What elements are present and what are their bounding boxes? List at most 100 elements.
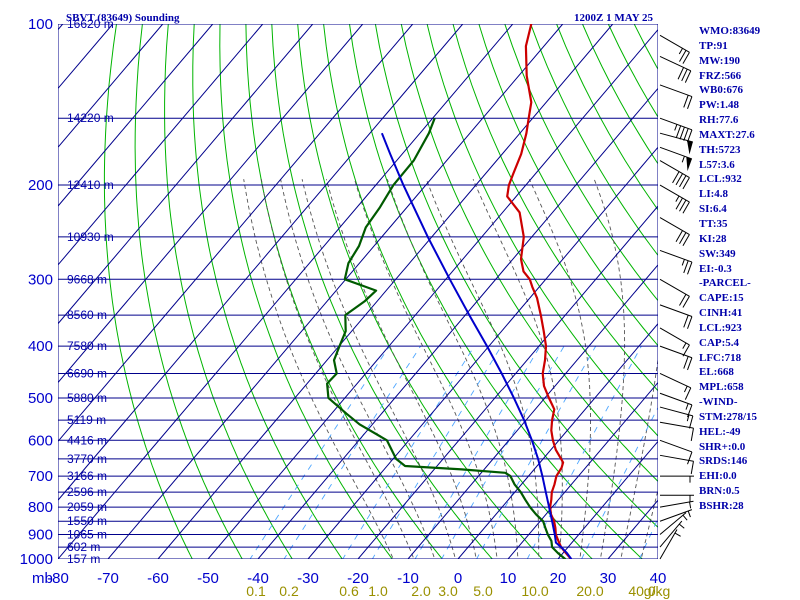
wind-barb	[659, 278, 690, 308]
temperature-tick-label: 10	[500, 570, 517, 587]
sounding-index-item: LFC:718	[699, 351, 742, 364]
wind-barb-staff	[659, 529, 678, 560]
mixing-ratio-label: g/kg	[644, 583, 670, 599]
mixing-ratio-label: 5.0	[473, 583, 493, 599]
wind-barbs	[659, 34, 694, 560]
height-label: 16620 m	[67, 17, 114, 31]
wind-barb-pennant	[687, 140, 693, 155]
wind-barb	[659, 520, 685, 548]
dewpoint-profile-line	[326, 117, 567, 559]
sounding-index-item: TP:91	[699, 39, 728, 52]
wind-barb-feather	[687, 451, 693, 465]
moist-adiabat-line	[260, 179, 415, 559]
wind-barb	[659, 146, 693, 172]
mixing-ratio-label: 40.0	[628, 583, 655, 599]
height-label: 3166 m	[67, 469, 107, 483]
wind-barb-staff	[659, 132, 693, 143]
wind-barb-staff	[659, 454, 694, 462]
sounding-index-item: WB0:676	[699, 84, 743, 97]
wind-barb-feather	[679, 50, 687, 62]
wind-barb	[660, 475, 694, 483]
wind-barb-feather	[677, 67, 685, 80]
dry-adiabat-line	[504, 24, 658, 302]
height-label: 3770 m	[67, 452, 107, 466]
dry-adiabat-line	[271, 24, 493, 559]
mixing-ratio-label: 2.0	[411, 583, 431, 599]
temperature-tick-label: -50	[197, 570, 219, 587]
wind-barb-staff	[659, 34, 690, 53]
temperature-tick-label: -40	[247, 570, 269, 587]
dry-adiabat-line	[452, 24, 658, 392]
isotherm-line	[58, 24, 164, 149]
isotherm-line	[407, 264, 658, 559]
height-label: 1550 m	[67, 514, 107, 528]
mixing-ratio-label: 0.2	[279, 583, 299, 599]
sounding-indices-panel: WMO:83649 TP:91 MW:190 FRZ:566 WB0:676 PW:1.4…	[699, 24, 799, 514]
wind-barb-feather	[675, 173, 683, 186]
wind-barb	[659, 500, 694, 509]
wind-barb	[659, 84, 693, 109]
height-label: 7580 m	[67, 339, 107, 353]
moist-adiabat-line	[354, 179, 498, 559]
isotherm-line	[557, 440, 658, 559]
wind-barb-feather	[675, 230, 683, 243]
moist-adiabat-line	[425, 179, 540, 559]
sounding-index-item: BRN:0.5	[699, 485, 740, 498]
sounding-index-item: -PARCEL-	[699, 277, 751, 290]
wind-barb-half-feather	[682, 514, 688, 521]
mixing-ratio-line	[476, 345, 597, 559]
mixing-ratio-line	[526, 345, 642, 559]
wind-barb-staff	[659, 439, 693, 453]
sounding-profiles	[326, 24, 573, 559]
mixing-ratio-label: 0.1	[246, 583, 266, 599]
pressure-tick-label: 800	[28, 499, 53, 516]
wind-barb-feather	[687, 129, 693, 143]
wind-barb-feather	[675, 197, 683, 210]
wind-barb	[659, 117, 693, 143]
temperature-tick-label: -80	[47, 570, 69, 587]
dry-adiabat-line	[426, 24, 658, 437]
sounding-index-item: MPL:658	[699, 381, 744, 394]
height-label: 10930 m	[67, 230, 114, 244]
wind-barb-feather	[682, 177, 690, 190]
sounding-index-item: LCL:923	[699, 321, 742, 334]
sounding-index-item: TT:35	[699, 217, 728, 230]
mixing-ratio-lines	[249, 345, 658, 559]
wind-barb-staff	[659, 327, 690, 346]
wind-barb-feather	[687, 316, 693, 329]
wind-barb-staff	[659, 520, 683, 548]
dry-adiabat-line	[192, 24, 343, 559]
sounding-index-item: EHI:0.0	[699, 470, 737, 483]
wind-barb-feather	[687, 96, 693, 109]
chart-date: 1200Z 1 MAY 25	[574, 12, 653, 24]
mixing-ratio-line	[283, 345, 421, 559]
sounding-index-item: SHR+:0.0	[699, 440, 746, 453]
wind-barb-staff	[659, 406, 693, 417]
wind-barb-feather	[675, 125, 682, 139]
wind-barb-half-feather	[683, 385, 688, 393]
wind-barb-feather	[690, 428, 694, 441]
wind-barb-staff	[659, 217, 690, 235]
wind-barb-feather	[679, 199, 687, 212]
wind-barb-staff	[659, 500, 694, 508]
mixing-ratio-line	[581, 406, 658, 559]
height-labels: 16620 m 14220 m 12410 m 10930 m 9668 m 8560 m…	[67, 17, 114, 566]
wind-barb-feather	[679, 175, 687, 188]
wind-barb-feather	[679, 232, 687, 245]
sounding-index-item: L57:3.6	[699, 158, 735, 171]
sounding-index-item: -WIND-	[699, 396, 738, 409]
height-label: 2596 m	[67, 485, 107, 499]
temperature-tick-label: 0	[454, 570, 462, 587]
height-label: 12410 m	[67, 178, 114, 192]
sounding-index-item: CAPE:15	[699, 292, 744, 305]
sounding-index-item: LCL:932	[699, 173, 742, 186]
wind-barb-feather	[683, 260, 689, 274]
sounding-index-item: PW:1.48	[699, 99, 740, 112]
sounding-index-item: LI:4.8	[699, 188, 729, 201]
isotherm-line	[58, 24, 364, 384]
mixing-ratio-line	[414, 345, 541, 559]
sounding-index-item: SRDS:146	[699, 455, 748, 468]
wind-barb	[659, 529, 681, 560]
isotherm-line	[507, 381, 658, 559]
pressure-tick-label: 700	[28, 468, 53, 485]
